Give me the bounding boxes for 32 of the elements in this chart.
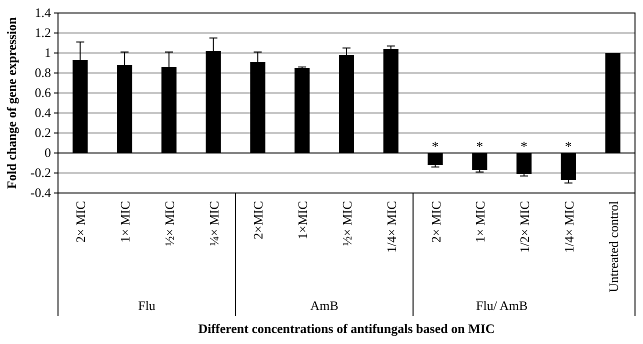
x-tick-label: 1/4× MIC <box>561 201 576 253</box>
x-tick-label: 2× MIC <box>428 201 444 243</box>
x-tick-label: 1× MIC <box>472 201 488 243</box>
x-tick-label: 2× MIC <box>73 201 88 243</box>
x-tick-label: 1/4× MIC <box>384 201 399 253</box>
y-tick-label: 0.2 <box>34 125 51 140</box>
x-tick-label: ½× MIC <box>340 201 354 246</box>
text: Flu/ AmB <box>476 298 528 313</box>
x-tick-label: Untreated control <box>606 200 621 292</box>
x-axis-title: Different concentrations of antifungals based on MIC <box>198 321 495 336</box>
y-tick-label: -0.2 <box>30 165 51 180</box>
y-tick-label: 0.4 <box>34 105 52 120</box>
x-tick-label: ¼× MIC <box>206 201 222 246</box>
x-tick-label: 2×MIC <box>250 201 266 240</box>
data-label: * <box>520 140 528 155</box>
y-tick-label: 0 <box>44 145 51 160</box>
x-tick-label: 1/2× MIC <box>517 201 532 253</box>
text: AmB <box>310 298 339 313</box>
y-tick-label: 1.2 <box>34 25 51 40</box>
x-tick-label: 1× MIC <box>118 201 133 243</box>
y-tick-label: 1 <box>44 45 51 60</box>
y-axis-title: Fold change of gene expression <box>4 16 19 189</box>
x-tick-label: 1×MIC <box>295 201 310 240</box>
data-label: * <box>476 140 484 155</box>
y-tick-label: 0.8 <box>34 65 51 80</box>
data-label: * <box>564 140 572 155</box>
y-tick-label: 1.4 <box>34 5 52 20</box>
data-label: * <box>432 140 439 155</box>
text: Flu <box>138 298 156 313</box>
y-tick-label: -0.4 <box>30 185 52 200</box>
y-tick-label: 0.6 <box>34 85 52 100</box>
x-tick-label: ½× MIC <box>162 201 177 246</box>
